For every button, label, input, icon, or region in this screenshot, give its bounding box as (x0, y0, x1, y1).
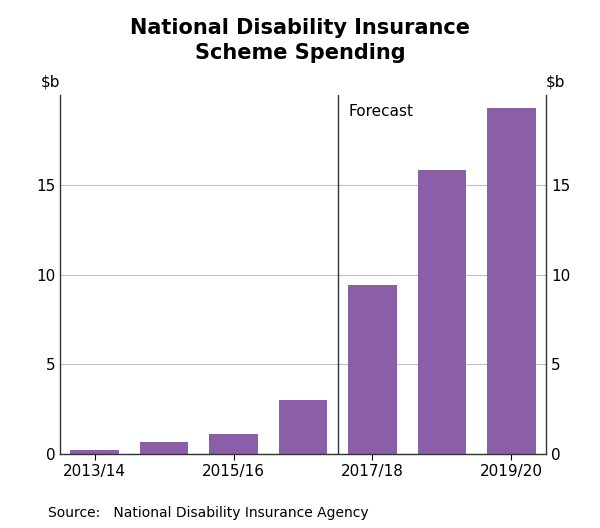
Text: $b: $b (41, 74, 60, 90)
Bar (209, 435, 258, 454)
Bar (418, 171, 466, 454)
Bar (348, 285, 397, 454)
Text: Forecast: Forecast (348, 104, 413, 119)
Text: $b: $b (546, 74, 566, 90)
Bar (487, 108, 536, 454)
Text: National Disability Insurance
Scheme Spending: National Disability Insurance Scheme Spe… (130, 18, 470, 63)
Bar (70, 450, 119, 454)
Text: Source:   National Disability Insurance Agency: Source: National Disability Insurance Ag… (48, 506, 368, 520)
Bar (279, 400, 328, 454)
Bar (140, 441, 188, 454)
